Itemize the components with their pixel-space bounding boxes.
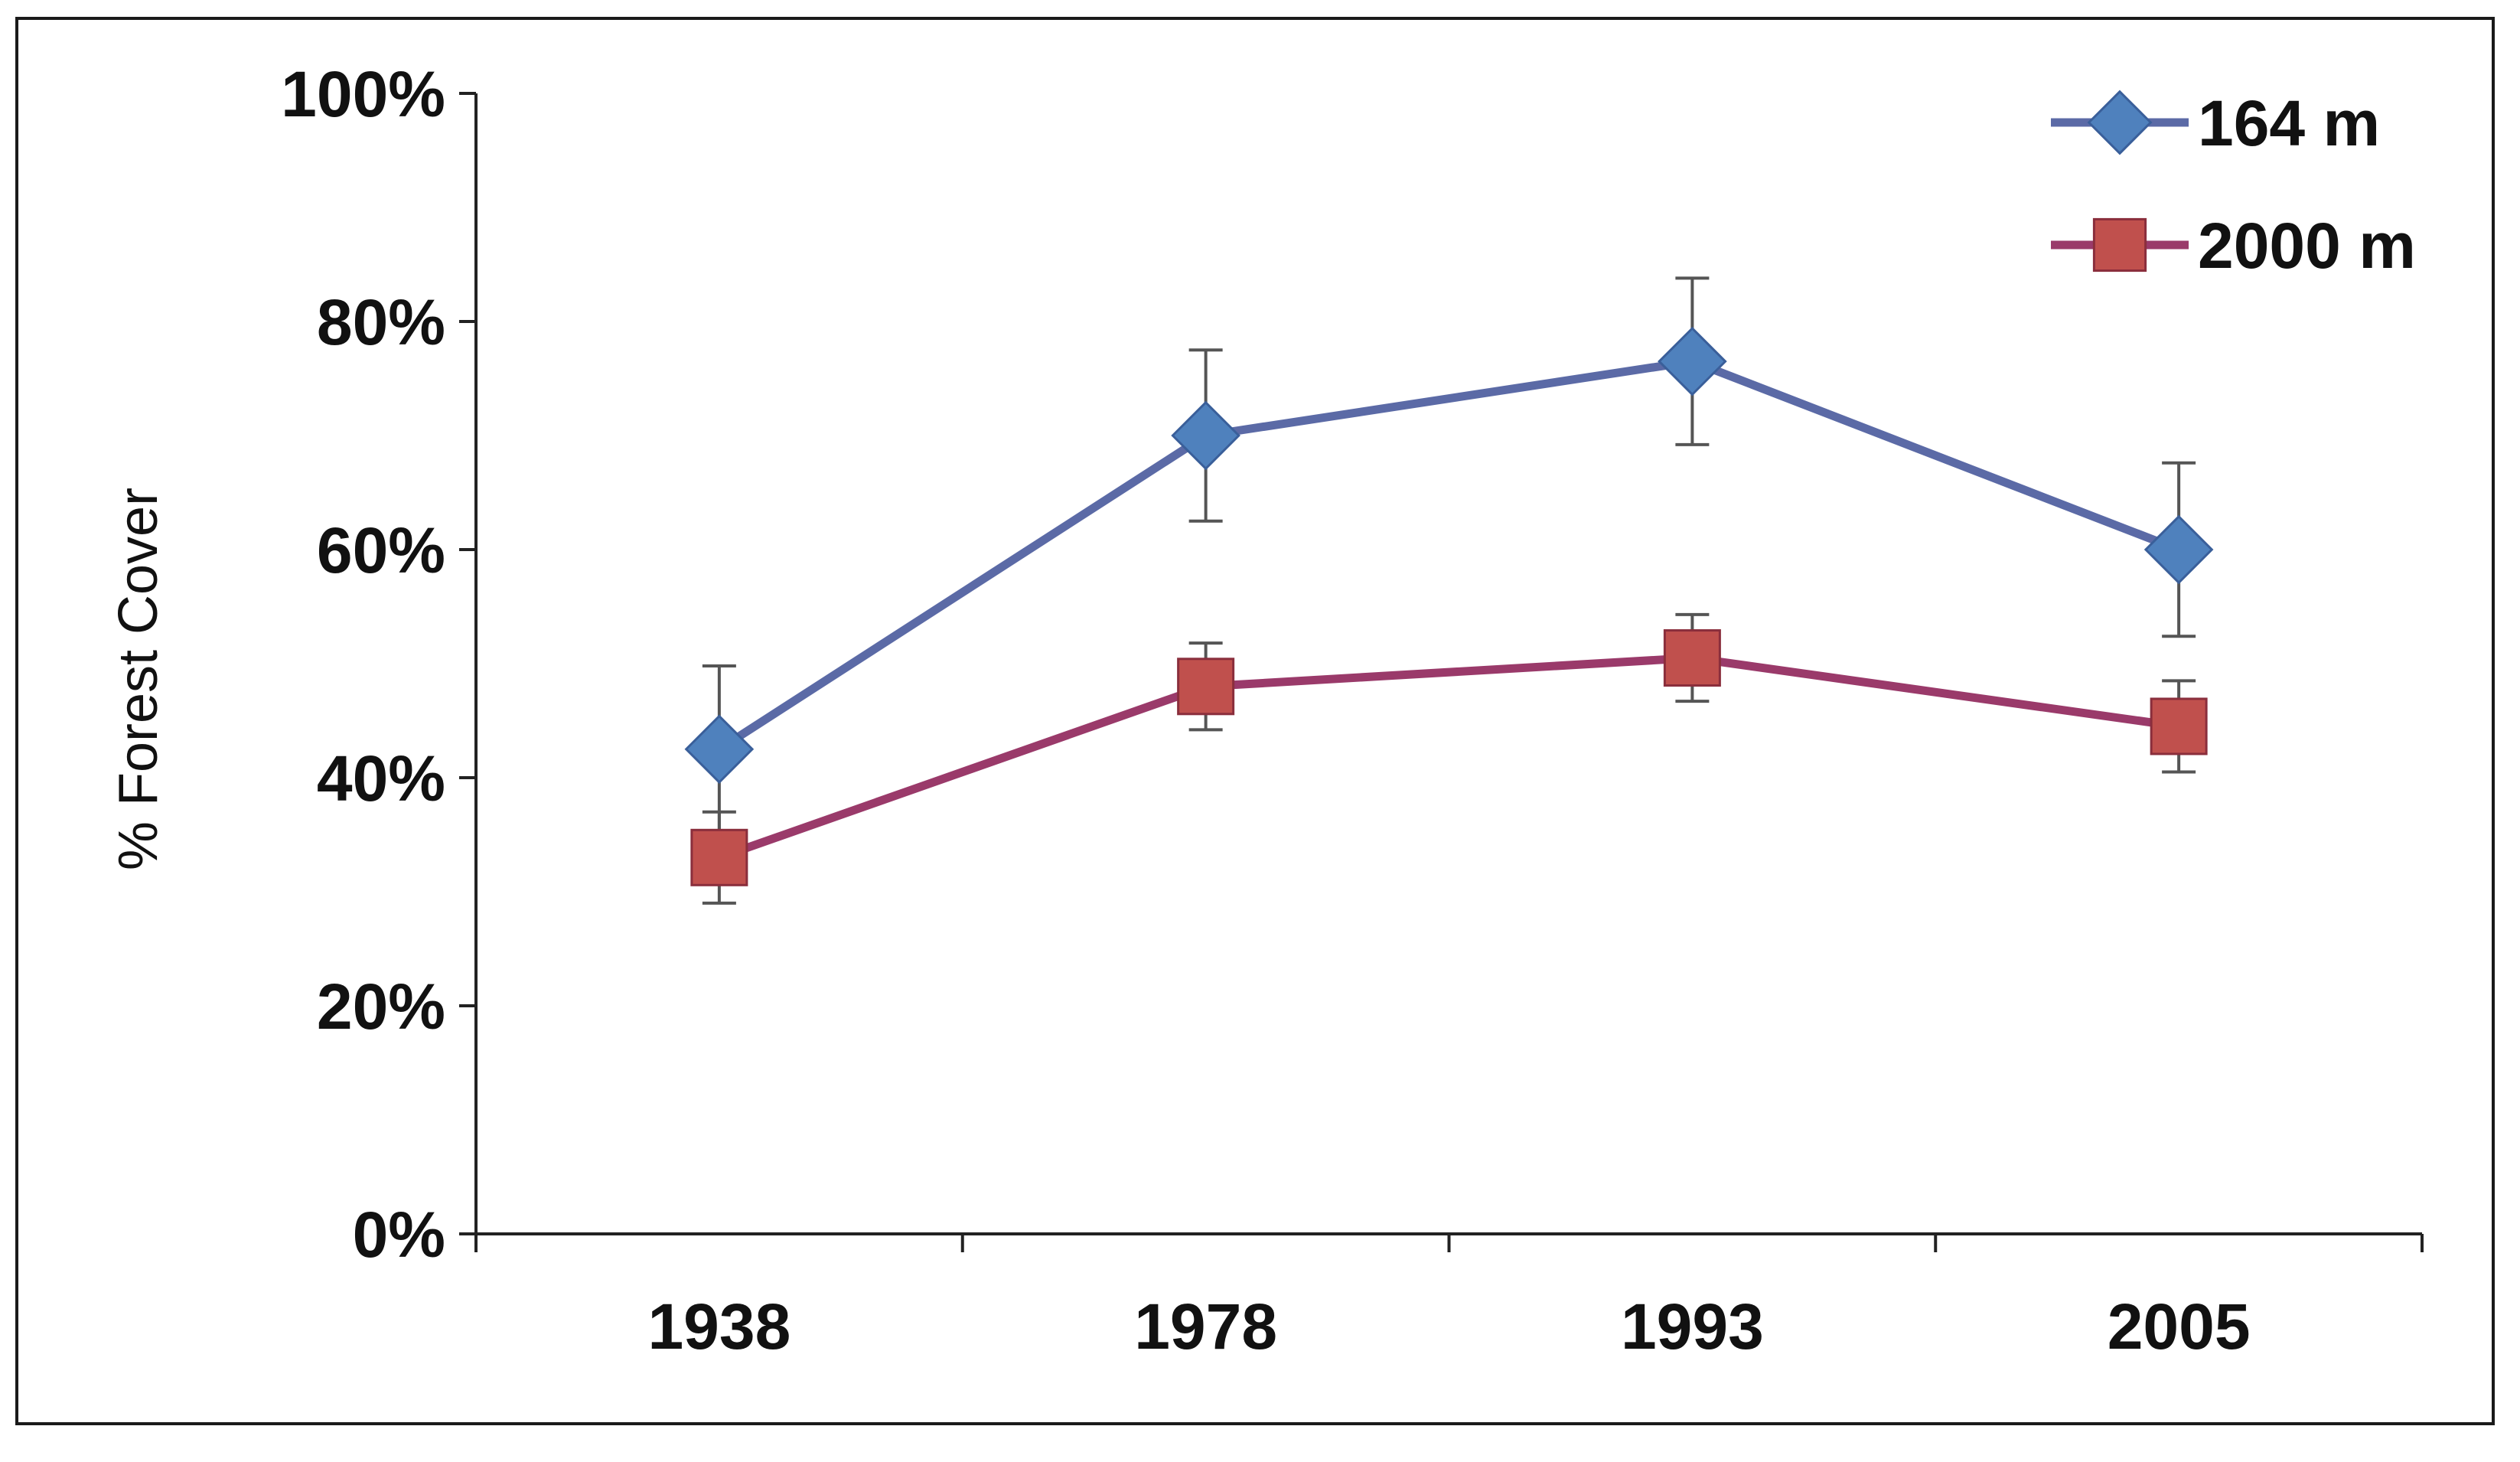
- legend-item: 2000 m: [2051, 210, 2416, 282]
- y-tick-label: 0%: [353, 1199, 445, 1271]
- legend-label: 164 m: [2198, 87, 2380, 159]
- series-1: [684, 276, 2214, 834]
- x-tick-label: 1993: [1621, 1291, 1764, 1362]
- x-axis: 1938 1978 1993 2005: [474, 1232, 2424, 1362]
- series-line: [718, 654, 2179, 862]
- y-axis-title: % Forest Cover: [108, 488, 169, 870]
- y-tick-label: 100%: [281, 58, 445, 130]
- y-tick-label: 40%: [317, 742, 445, 814]
- marker-diamond: [2087, 90, 2153, 155]
- chart-frame: [15, 17, 2495, 1425]
- marker-square: [1177, 658, 1235, 716]
- legend: 164 m 2000 m: [2051, 87, 2416, 282]
- marker-square: [1663, 629, 1721, 687]
- marker-diamond: [2143, 514, 2214, 585]
- y-tick-label: 20%: [317, 971, 445, 1043]
- series-line: [716, 357, 2181, 753]
- marker-diamond: [1658, 326, 1727, 397]
- x-tick-label: 1978: [1134, 1291, 1277, 1362]
- legend-label: 2000 m: [2198, 210, 2416, 282]
- series-2: [690, 612, 2208, 905]
- marker-diamond: [1171, 400, 1240, 471]
- series-layer: [684, 276, 2214, 905]
- y-axis: 0% 20% 40% 60% 80% 100%: [281, 58, 478, 1271]
- y-tick-label: 60%: [317, 514, 445, 586]
- marker-square: [2092, 217, 2147, 272]
- x-tick-label: 2005: [2108, 1291, 2251, 1362]
- marker-square: [690, 828, 748, 886]
- y-tick-label: 80%: [317, 286, 445, 358]
- marker-square: [2150, 697, 2208, 755]
- marker-diamond: [684, 714, 755, 785]
- legend-item: 164 m: [2051, 87, 2380, 159]
- x-tick-label: 1938: [647, 1291, 791, 1362]
